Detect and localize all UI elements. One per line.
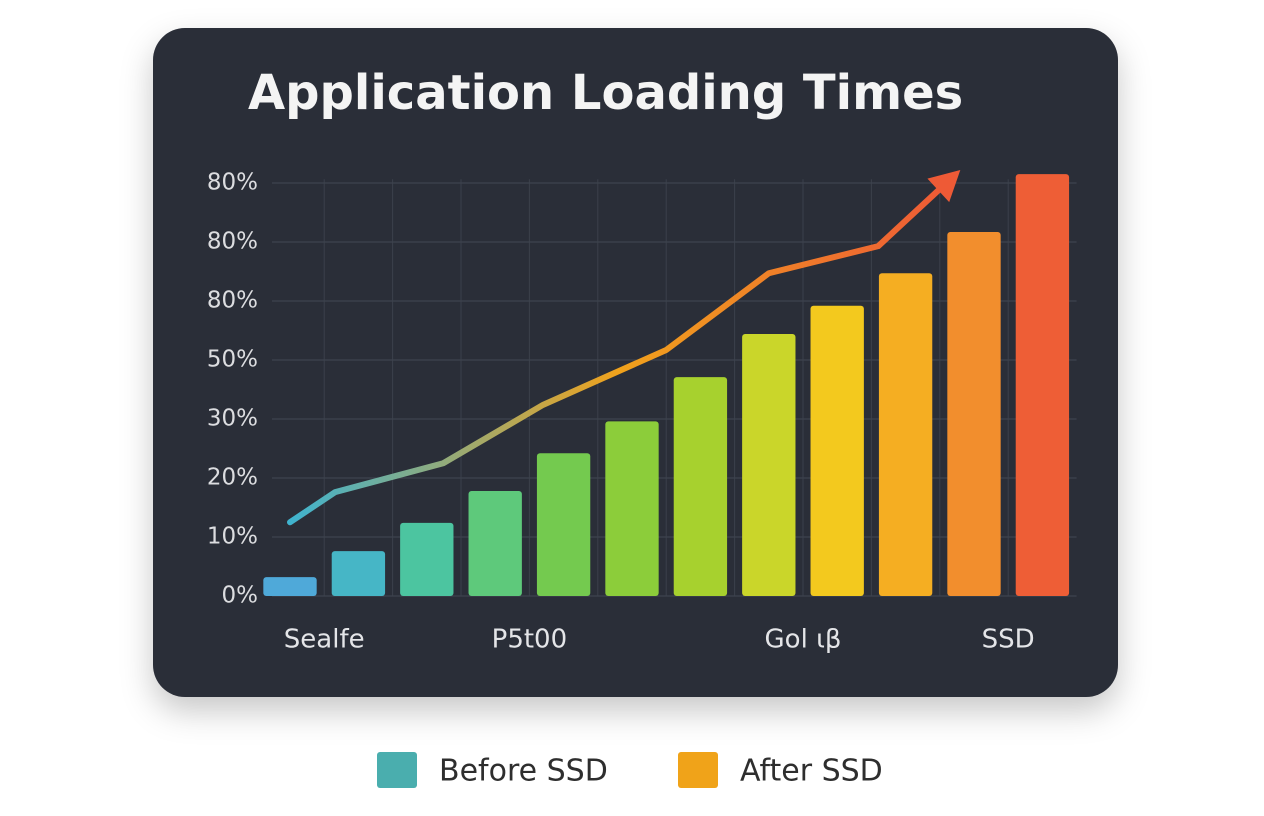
legend-label: Before SSD <box>439 754 608 789</box>
bar <box>673 377 728 596</box>
y-tick-label: 0% <box>222 583 259 609</box>
bar <box>468 490 522 596</box>
x-tick-label: Sealfe <box>284 625 365 655</box>
y-tick-label: 80% <box>207 229 258 255</box>
bar <box>331 551 386 596</box>
plot: 0% 10% 20% 30% 50% 80% 80% 80% Sealfe P5t00 Gol ιβ… <box>207 170 1077 655</box>
x-tick-label: SSD <box>982 625 1035 655</box>
x-tick-label: P5t00 <box>492 625 568 655</box>
legend-swatch <box>377 752 417 788</box>
bar <box>1015 174 1070 596</box>
bar <box>263 577 317 596</box>
y-tick-label: 80% <box>207 288 258 314</box>
chart-title: Application Loading Times <box>248 65 963 121</box>
arrow-head <box>927 170 961 203</box>
bar <box>742 334 796 596</box>
trend-line <box>287 179 951 526</box>
bar <box>605 421 659 596</box>
y-tick-label: 10% <box>207 524 258 550</box>
bar <box>810 305 864 596</box>
bar <box>947 231 1001 596</box>
legend-label: After SSD <box>740 754 883 789</box>
y-tick-label: 80% <box>207 170 258 196</box>
x-tick-label: Gol ιβ <box>765 625 842 655</box>
legend-swatch <box>678 752 718 788</box>
bar <box>878 273 933 596</box>
bar <box>400 522 454 596</box>
bar <box>536 453 591 596</box>
y-tick-label: 50% <box>207 347 258 373</box>
y-tick-label: 30% <box>207 406 258 432</box>
y-tick-label: 20% <box>207 465 258 491</box>
